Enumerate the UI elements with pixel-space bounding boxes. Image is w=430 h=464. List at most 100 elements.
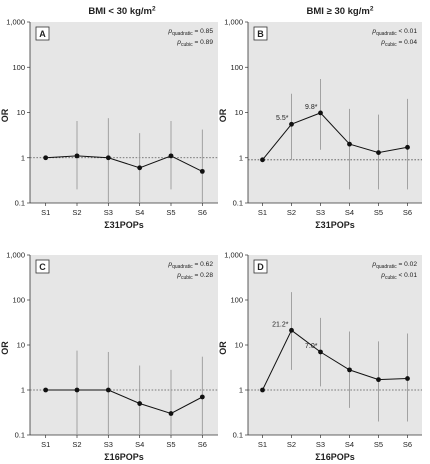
y-tick-label: 1 bbox=[21, 386, 25, 395]
data-point bbox=[376, 150, 381, 155]
data-point bbox=[199, 168, 205, 174]
y-tick-label: 10 bbox=[17, 341, 25, 350]
x-tick-label: S5 bbox=[374, 208, 383, 217]
p-value: pcubic < 0.01 bbox=[380, 272, 417, 281]
x-axis-title: Σ16POPs bbox=[104, 452, 143, 462]
panel-letter-box bbox=[253, 26, 268, 41]
x-tick-label: S5 bbox=[374, 440, 383, 449]
series-line bbox=[45, 155, 203, 172]
plot-background bbox=[30, 22, 218, 203]
data-point bbox=[405, 144, 410, 150]
panel-c: 0.1 1 10 100 1,000 OR S1 S2 S3 S4 S5 S6 Σ16POPs pquad… bbox=[0, 251, 218, 462]
title-left: BMI < 30 kg/m2 bbox=[88, 6, 156, 18]
data-point bbox=[289, 121, 294, 127]
p-value: pquadratic = 0.62 bbox=[167, 261, 213, 270]
x-tick-label: S2 bbox=[287, 440, 296, 449]
panel-b: 0.1 1 10 100 1,000 OR S1 S2 S3 S4 S5 S6 Σ31POPs 5.5* 9… bbox=[218, 18, 422, 230]
y-tick-label: 1,000 bbox=[6, 18, 25, 27]
y-axis-title: OR bbox=[218, 108, 228, 122]
data-point bbox=[43, 155, 49, 161]
x-axis-title: Σ31POPs bbox=[104, 220, 143, 230]
x-tick-label: S1 bbox=[258, 440, 267, 449]
x-tick-label: S5 bbox=[166, 440, 175, 449]
data-label: 21.2* bbox=[272, 321, 289, 328]
data-point bbox=[376, 377, 381, 383]
data-point bbox=[43, 387, 49, 393]
x-axis-title: Σ31POPs bbox=[315, 220, 354, 230]
plot-background bbox=[248, 22, 422, 203]
x-tick-label: S4 bbox=[135, 208, 144, 217]
y-tick-label: 1,000 bbox=[6, 251, 25, 260]
panel-letter: A bbox=[39, 29, 46, 39]
p-value: pcubic = 0.89 bbox=[176, 39, 213, 48]
x-tick-label: S6 bbox=[198, 440, 207, 449]
y-tick-label: 10 bbox=[235, 341, 243, 350]
data-point bbox=[168, 153, 174, 159]
x-tick-label: S3 bbox=[104, 440, 113, 449]
panel-letter: B bbox=[257, 29, 264, 39]
y-axis-title: OR bbox=[218, 341, 228, 355]
y-tick-label: 100 bbox=[12, 63, 25, 72]
x-tick-label: S3 bbox=[104, 208, 113, 217]
data-label: 7.0* bbox=[305, 343, 318, 350]
data-label: 5.5* bbox=[276, 115, 289, 122]
data-point bbox=[347, 141, 352, 147]
x-tick-label: S2 bbox=[72, 440, 81, 449]
y-tick-label: 1 bbox=[239, 153, 243, 162]
p-value: pquadratic = 0.02 bbox=[371, 261, 417, 270]
series-line bbox=[45, 389, 203, 415]
panel-letter: D bbox=[257, 262, 264, 272]
y-tick-label: 1 bbox=[21, 153, 25, 162]
p-value: pcubic = 0.04 bbox=[380, 39, 417, 48]
x-tick-label: S6 bbox=[403, 208, 412, 217]
title-right: BMI ≥ 30 kg/m2 bbox=[307, 6, 374, 18]
x-tick-label: S4 bbox=[135, 440, 144, 449]
x-tick-label: S5 bbox=[166, 208, 175, 217]
x-tick-label: S1 bbox=[258, 208, 267, 217]
panel-letter-box bbox=[35, 26, 50, 41]
y-tick-label: 10 bbox=[235, 108, 243, 117]
y-tick-label: 10 bbox=[17, 108, 25, 117]
x-axis-title: Σ16POPs bbox=[315, 452, 354, 462]
x-tick-label: S1 bbox=[41, 440, 50, 449]
data-label: 9.8* bbox=[305, 104, 318, 111]
y-tick-label: 0.1 bbox=[15, 199, 25, 208]
data-point bbox=[199, 394, 205, 400]
x-tick-label: S6 bbox=[198, 208, 207, 217]
y-tick-label: 0.1 bbox=[233, 199, 243, 208]
panels: 0.1 1 10 100 1,000 OR S1 S2 S3 S4 S5 S6 Σ31POPs pquad… bbox=[0, 18, 422, 462]
y-axis-title: OR bbox=[0, 108, 10, 122]
data-point bbox=[137, 401, 143, 406]
plot-background bbox=[248, 255, 422, 435]
p-value: pquadratic = 0.85 bbox=[167, 28, 213, 37]
series-line bbox=[262, 329, 408, 391]
y-tick-label: 0.1 bbox=[15, 431, 25, 440]
panel-letter: C bbox=[39, 262, 46, 272]
y-tick-label: 1 bbox=[239, 386, 243, 395]
data-point bbox=[105, 387, 111, 393]
x-tick-label: S4 bbox=[345, 440, 354, 449]
x-tick-label: S3 bbox=[316, 440, 325, 449]
x-tick-label: S1 bbox=[41, 208, 50, 217]
series-line bbox=[262, 112, 408, 161]
y-tick-label: 1,000 bbox=[224, 18, 243, 27]
y-tick-label: 0.1 bbox=[233, 431, 243, 440]
data-point bbox=[260, 387, 265, 393]
data-point bbox=[318, 110, 323, 116]
panel-letter-box bbox=[253, 259, 268, 274]
x-tick-label: S2 bbox=[72, 208, 81, 217]
x-tick-label: S2 bbox=[287, 208, 296, 217]
y-axis-title: OR bbox=[0, 341, 10, 355]
x-tick-label: S6 bbox=[403, 440, 412, 449]
panel-d: 0.1 1 10 100 1,000 OR S1 S2 S3 S4 S5 S6 Σ16POPs 21.2*… bbox=[218, 251, 422, 462]
data-point bbox=[405, 376, 410, 381]
plot-background bbox=[30, 255, 218, 435]
data-point bbox=[168, 411, 174, 416]
data-point bbox=[137, 165, 143, 171]
y-tick-label: 100 bbox=[230, 296, 243, 305]
y-tick-label: 100 bbox=[12, 296, 25, 305]
x-tick-label: S3 bbox=[316, 208, 325, 217]
panel-a: 0.1 1 10 100 1,000 OR S1 S2 S3 S4 S5 S6 Σ31POPs pquad… bbox=[0, 18, 218, 230]
y-tick-label: 1,000 bbox=[224, 251, 243, 260]
